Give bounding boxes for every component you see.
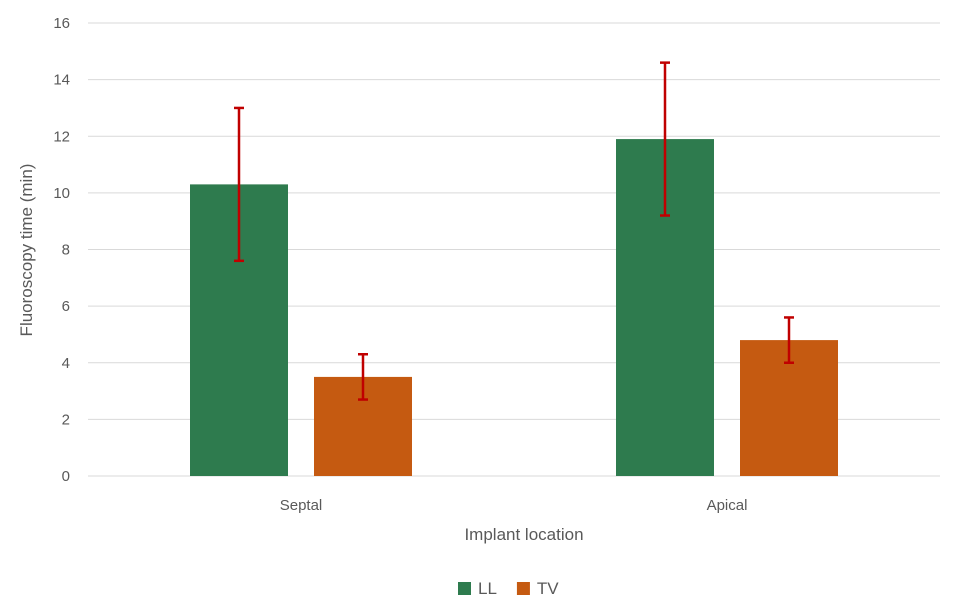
y-axis-ticks: 0 2 4 6 8 10 12 14 16 bbox=[53, 15, 70, 485]
bars bbox=[190, 139, 838, 477]
x-axis-title: Implant location bbox=[464, 525, 583, 544]
y-tick-label: 4 bbox=[62, 355, 70, 372]
y-tick-label: 10 bbox=[53, 185, 70, 202]
legend-item-ll: LL bbox=[458, 579, 497, 598]
x-tick-label-apical: Apical bbox=[707, 497, 748, 514]
legend-swatch bbox=[458, 582, 471, 595]
x-axis-ticks: Septal Apical bbox=[280, 497, 748, 514]
legend-label: LL bbox=[478, 579, 497, 598]
y-tick-label: 8 bbox=[62, 242, 70, 259]
legend-label: TV bbox=[537, 579, 559, 598]
error-bar-tv-apical bbox=[784, 316, 794, 364]
error-bar-ll-septal bbox=[234, 106, 244, 263]
legend: LL TV bbox=[458, 579, 559, 598]
legend-item-tv: TV bbox=[516, 579, 559, 598]
error-bars bbox=[234, 61, 794, 401]
error-bar-ll-apical bbox=[660, 61, 670, 217]
y-tick-label: 2 bbox=[62, 411, 70, 428]
y-tick-label: 16 bbox=[53, 15, 70, 32]
error-bar-tv-septal bbox=[358, 353, 368, 401]
y-tick-label: 14 bbox=[53, 72, 70, 89]
y-axis-title: Fluoroscopy time (min) bbox=[17, 164, 36, 337]
legend-swatch bbox=[516, 582, 530, 595]
y-tick-label: 0 bbox=[62, 468, 70, 485]
y-tick-label: 12 bbox=[53, 128, 70, 145]
y-tick-label: 6 bbox=[62, 298, 70, 315]
x-tick-label-septal: Septal bbox=[280, 497, 323, 514]
